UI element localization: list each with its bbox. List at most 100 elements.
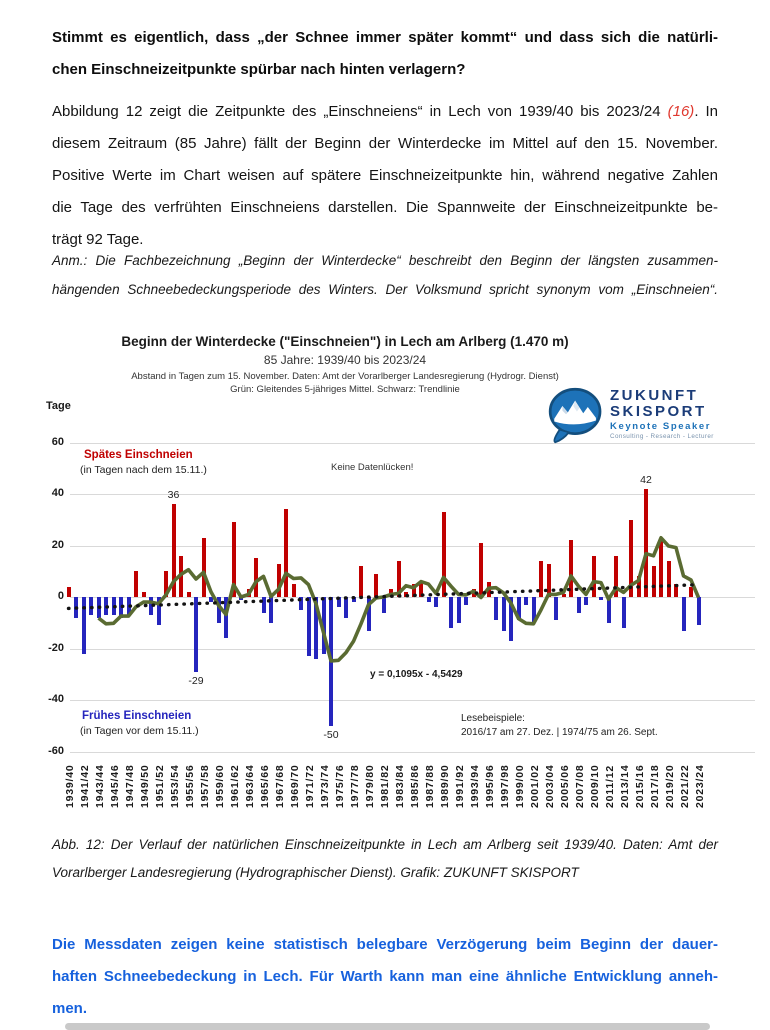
bar-season-59 — [509, 597, 513, 641]
x-tick-label: 1995/96 — [484, 764, 496, 808]
conclusion-line-1: Die Messdaten zeigen keine statistisch b… — [52, 936, 718, 953]
bar-season-70 — [591, 555, 596, 597]
x-tick-label: 1965/66 — [259, 764, 271, 808]
bar-season-84 — [696, 597, 701, 626]
x-tick-label: 1949/50 — [139, 764, 151, 808]
y-tick-label: -40 — [48, 693, 64, 705]
bar-season-40 — [366, 597, 371, 631]
bar-season-50 — [441, 512, 446, 597]
intro-line-1-end: . In — [694, 103, 718, 120]
bar-season-22 — [231, 522, 236, 597]
horizontal-scrollbar[interactable] — [65, 1023, 710, 1030]
bar-season-48 — [426, 597, 431, 603]
x-tick-label: 1999/00 — [514, 764, 526, 808]
bar-season-69 — [584, 597, 588, 605]
chart-source-line: Abstand in Tagen zum 15. November. Daten… — [131, 371, 559, 382]
bar-season-83 — [689, 586, 693, 597]
bar-season-23 — [239, 597, 243, 600]
bar-season-14 — [171, 504, 176, 597]
reading-examples: Lesebeispiele: 2016/17 am 27. Dez. | 197… — [461, 712, 658, 740]
annotation-36: 36 — [167, 489, 180, 502]
bar-season-57 — [494, 597, 498, 621]
bar-season-27 — [269, 597, 273, 623]
figure-caption: Abb. 12: Der Verlauf der natürlichen Ein… — [52, 831, 718, 887]
bar-season-49 — [434, 597, 438, 608]
bar-season-71 — [599, 597, 603, 600]
bar-season-3 — [89, 597, 93, 615]
headline: Stimmt es eigentlich, dass „der Schnee i… — [52, 22, 718, 86]
x-tick-label: 1979/80 — [364, 764, 376, 808]
y-axis-title: Tage — [46, 400, 71, 412]
bar-season-4 — [96, 597, 101, 618]
bar-season-8 — [126, 597, 131, 615]
x-tick-label: 1963/64 — [244, 764, 256, 808]
bar-season-55 — [479, 542, 483, 597]
bar-season-63 — [539, 560, 543, 597]
bar-season-39 — [359, 566, 363, 597]
note-paragraph: Anm.: Die Fachbezeichnung „Beginn der Wi… — [52, 246, 718, 304]
gridline--40 — [70, 700, 755, 701]
x-tick-label: 2023/24 — [694, 764, 706, 808]
gridline--20 — [70, 648, 755, 650]
bar-season-21 — [224, 597, 228, 639]
logo-word-skisport: SKISPORT — [610, 403, 707, 420]
x-tick-label: 1997/98 — [499, 764, 511, 808]
x-tick-label: 2011/12 — [604, 765, 616, 808]
bar-season-25 — [254, 558, 258, 597]
bar-season-18 — [201, 537, 206, 597]
caption-line-2: Vorarlberger Landesregierung (Hydrograph… — [52, 865, 579, 880]
bar-season-66 — [561, 594, 566, 597]
x-tick-label: 1993/94 — [469, 764, 481, 808]
bar-season-41 — [374, 573, 378, 597]
bar-season-65 — [554, 597, 558, 621]
bar-season-42 — [381, 597, 386, 613]
conclusion-paragraph: Die Messdaten zeigen keine statistisch b… — [52, 929, 718, 1025]
bar-season-13 — [164, 571, 168, 598]
bar-season-33 — [314, 597, 318, 659]
bar-season-44 — [396, 560, 401, 597]
bar-season-11 — [149, 597, 153, 615]
bar-season-51 — [449, 597, 453, 628]
x-tick-label: 1981/82 — [379, 764, 391, 808]
conclusion-line-2: haften Schneebedeckung in Lech. Für Wart… — [52, 968, 718, 985]
bar-season-31 — [299, 597, 303, 610]
bar-season-68 — [576, 597, 581, 613]
logo-keynote-speaker: Keynote Speaker — [610, 421, 712, 432]
x-tick-label: 1985/86 — [409, 764, 421, 808]
bar-season-26 — [261, 597, 266, 613]
x-tick-label: 1967/68 — [274, 764, 286, 808]
bar-season-12 — [156, 597, 161, 626]
bar-season-61 — [524, 597, 528, 605]
intro-line-3: Positive Werte im Chart weisen auf späte… — [52, 167, 718, 184]
conclusion-line-3: men. — [52, 1000, 88, 1017]
bar-season-73 — [614, 555, 618, 597]
bar-season-38 — [351, 597, 356, 603]
x-tick-label: 1951/52 — [154, 764, 166, 808]
x-tick-label: 1943/44 — [94, 764, 106, 808]
headline-line-2: chen Einschneizeitpunkte spürbar nach hi… — [52, 61, 466, 78]
bar-season-28 — [276, 563, 281, 597]
x-tick-label: 2019/20 — [664, 764, 676, 808]
bar-season-32 — [306, 597, 311, 657]
x-tick-label: 2005/06 — [559, 764, 571, 808]
legend-late-sub: (in Tagen nach dem 15.11.) — [80, 464, 207, 476]
y-tick-label: 20 — [51, 538, 64, 551]
chart-figure: Beginn der Winterdecke ("Einschneien") i… — [0, 330, 770, 830]
bar-season-9 — [134, 571, 138, 598]
bar-season-17 — [194, 597, 198, 672]
caption-line-1: Abb. 12: Der Verlauf der natürlichen Ein… — [52, 837, 718, 852]
x-tick-label: 1947/48 — [124, 764, 136, 808]
headline-line-1: Stimmt es eigentlich, dass „der Schnee i… — [52, 29, 718, 46]
reference-16: (16) — [667, 103, 695, 120]
bar-season-81 — [674, 584, 678, 597]
bar-season-5 — [104, 597, 108, 615]
bar-season-62 — [531, 597, 536, 623]
x-tick-label: 2007/08 — [574, 764, 586, 808]
annotation--50: -50 — [323, 728, 339, 741]
reading-examples-line: 2016/17 am 27. Dez. | 1974/75 am 26. Sep… — [461, 727, 658, 738]
bar-season-75 — [629, 519, 633, 598]
x-tick-label: 2001/02 — [529, 764, 541, 808]
y-tick-label: -20 — [48, 641, 64, 654]
chart-subtitle: 85 Jahre: 1939/40 bis 2023/24 — [263, 353, 427, 367]
x-tick-label: 1989/90 — [439, 764, 451, 808]
